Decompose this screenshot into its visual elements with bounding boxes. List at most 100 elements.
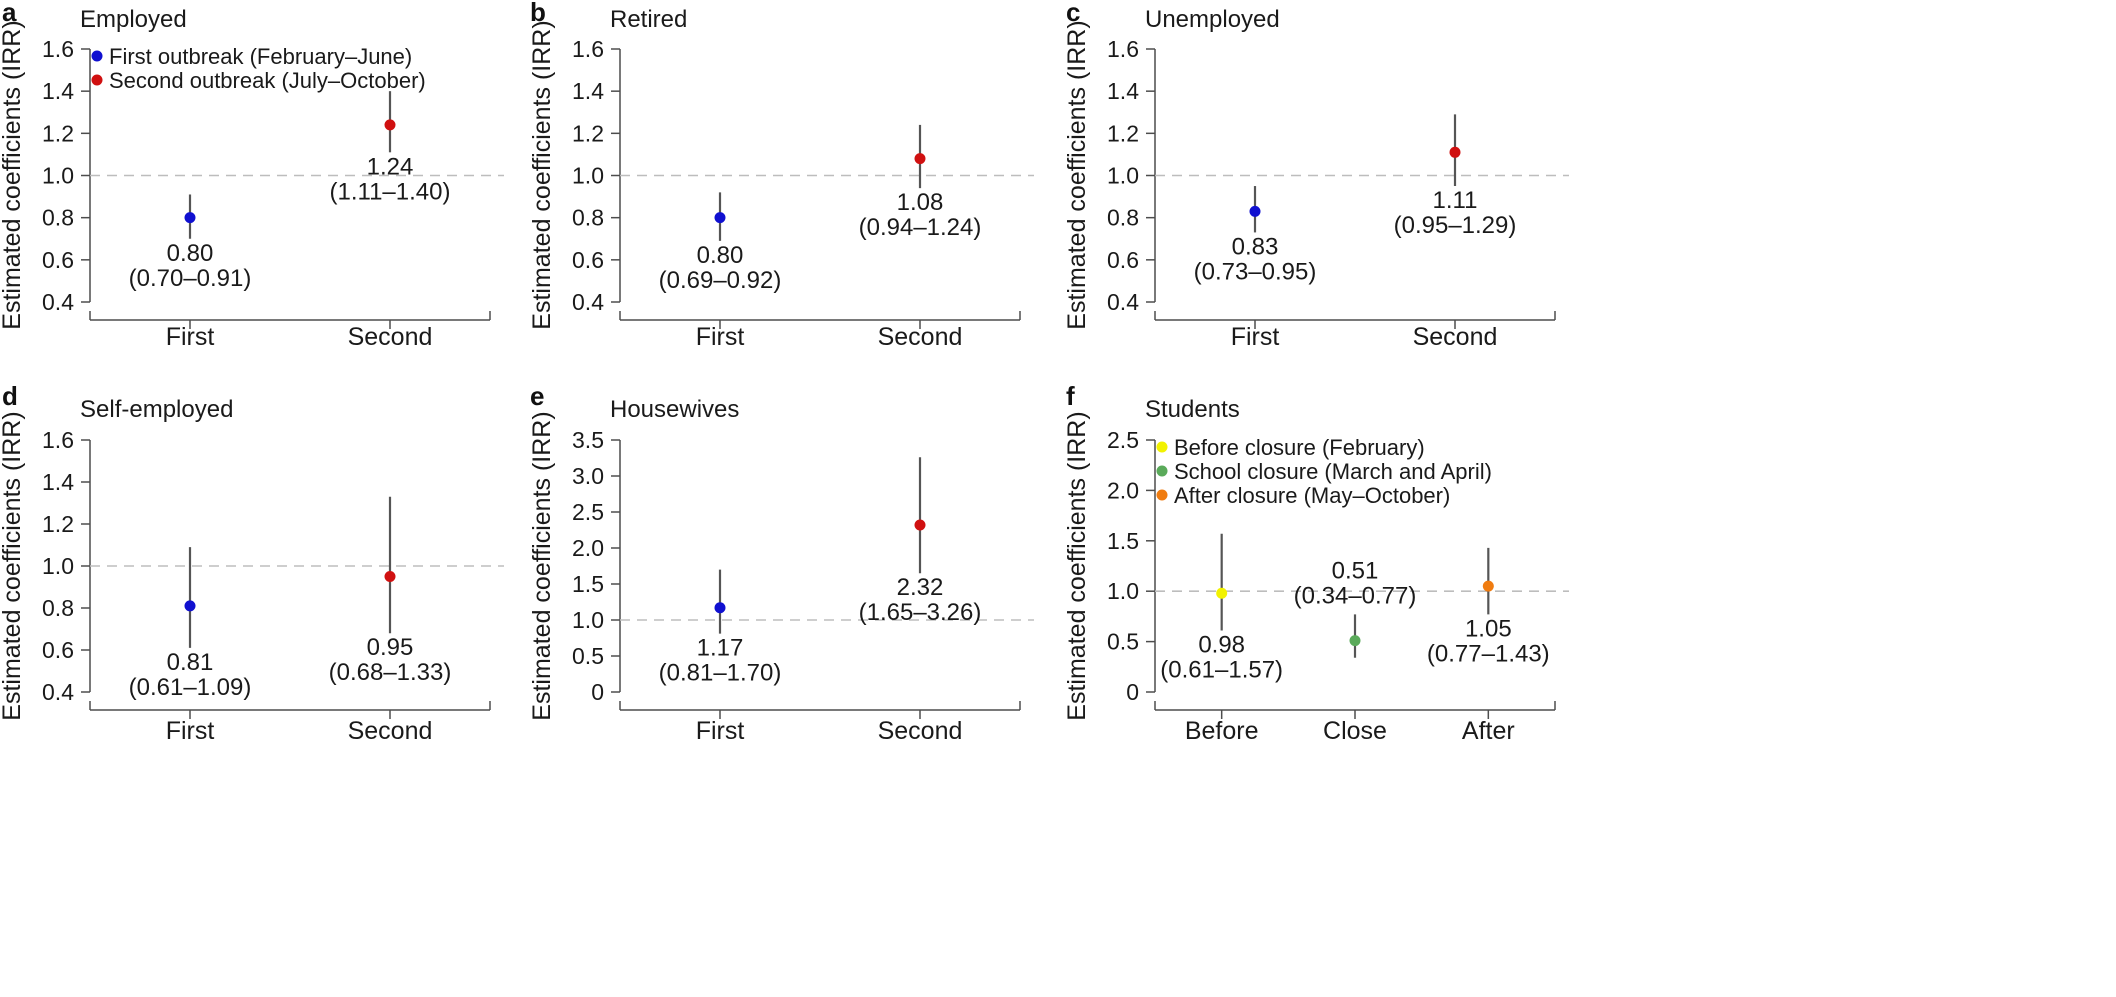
estimate-point (184, 600, 196, 612)
y-axis-label: Estimated coefficients (IRR) (528, 411, 556, 720)
panel-f: f Students Estimated coefficients (IRR) 0 0.… (1063, 381, 1569, 745)
estimate-point (1482, 580, 1494, 592)
y-tick-label: 0.4 (572, 289, 604, 315)
estimate-label: 0.80 (167, 240, 214, 267)
y-tick-label: 1.2 (42, 511, 74, 537)
y-tick-label: 1.6 (572, 36, 604, 62)
estimate-point (384, 571, 396, 582)
y-tick-label: 1.4 (572, 78, 604, 104)
y-tick-label: 1.0 (572, 607, 604, 633)
y-tick-label: 0.4 (1107, 289, 1139, 315)
panel-letter: b (530, 0, 546, 27)
x-tick-label: After (1462, 717, 1515, 745)
x-tick-label: First (166, 323, 215, 351)
ci-label: (0.69–0.92) (659, 267, 782, 294)
y-tick-label: 1.6 (42, 36, 74, 62)
y-tick-label: 0.8 (42, 595, 74, 621)
y-tick-label: 1.4 (42, 78, 74, 104)
y-tick-label: 2.0 (1107, 477, 1139, 503)
panel-letter: c (1066, 0, 1080, 27)
y-tick-label: 1.0 (572, 163, 604, 189)
panel-title: Self-employed (80, 396, 233, 423)
x-tick-label: Before (1185, 717, 1259, 745)
y-tick-label: 1.0 (1107, 163, 1139, 189)
estimate-label: 0.95 (367, 634, 414, 661)
x-tick-label: First (696, 323, 745, 351)
estimate-point (714, 212, 726, 224)
ci-label: (0.34–0.77) (1294, 582, 1417, 609)
estimate-label: 1.11 (1433, 187, 1478, 214)
panel-title: Retired (610, 6, 687, 33)
x-tick-label: Second (878, 717, 963, 745)
y-tick-label: 0.6 (42, 247, 74, 273)
x-tick-label: First (1231, 323, 1280, 351)
ci-label: (0.68–1.33) (329, 659, 452, 686)
y-tick-label: 2.0 (572, 535, 604, 561)
y-tick-label: 1.0 (42, 163, 74, 189)
y-tick-label: 2.5 (1107, 427, 1139, 453)
y-tick-label: 0.8 (1107, 205, 1139, 231)
ci-label: (0.73–0.95) (1194, 258, 1317, 285)
ci-label: (0.77–1.43) (1427, 640, 1550, 667)
panel-letter: e (530, 381, 544, 411)
ci-label: (0.95–1.29) (1394, 212, 1517, 239)
y-tick-label: 1.2 (1107, 120, 1139, 146)
ci-label: (0.61–1.57) (1160, 657, 1283, 684)
y-axis-label: Estimated coefficients (IRR) (1063, 20, 1091, 329)
y-tick-label: 0.8 (42, 205, 74, 231)
y-tick-label: 1.0 (1107, 578, 1139, 604)
x-tick-label: Second (1413, 323, 1498, 351)
y-tick-label: 3.5 (572, 427, 604, 453)
estimate-label: 0.80 (697, 242, 744, 269)
y-tick-label: 1.2 (42, 120, 74, 146)
y-axis-label: Estimated coefficients (IRR) (1063, 411, 1091, 720)
estimate-label: 0.83 (1232, 233, 1279, 260)
estimate-label: 1.05 (1465, 615, 1512, 642)
estimate-point (184, 212, 196, 224)
y-tick-label: 0.6 (1107, 247, 1139, 273)
ci-label: (0.81–1.70) (659, 660, 782, 687)
panel-c: c Unemployed Estimated coefficients (IRR) 0… (1063, 0, 1569, 351)
y-tick-label: 0.4 (42, 289, 74, 315)
estimate-label: 2.32 (897, 574, 944, 601)
x-tick-label: First (166, 717, 215, 745)
y-axis-label: Estimated coefficients (IRR) (0, 20, 26, 329)
legend-marker (1156, 465, 1168, 477)
y-axis-label: Estimated coefficients (IRR) (0, 411, 26, 720)
legend-label: School closure (March and April) (1174, 459, 1492, 484)
y-tick-label: 1.6 (1107, 36, 1139, 62)
ci-label: (0.94–1.24) (859, 214, 982, 241)
estimate-point (1349, 635, 1361, 647)
y-tick-label: 0.5 (572, 643, 604, 669)
panel-d: d Self-employed Estimated coefficients (IR… (0, 381, 504, 745)
y-tick-label: 1.4 (1107, 78, 1139, 104)
ci-label: (0.61–1.09) (129, 674, 252, 701)
y-tick-label: 3.0 (572, 463, 604, 489)
y-tick-label: 1.5 (1107, 528, 1139, 554)
y-tick-label: 1.2 (572, 120, 604, 146)
estimate-point (914, 519, 926, 531)
y-tick-label: 1.0 (42, 553, 74, 579)
panel-b: b Retired Estimated coefficients (IRR) 0.4 0… (528, 0, 1034, 351)
estimate-point (384, 119, 396, 131)
x-tick-label: Close (1323, 717, 1387, 745)
estimate-label: 0.51 (1332, 557, 1379, 584)
y-axis-label: Estimated coefficients (IRR) (528, 20, 556, 329)
estimate-point (1216, 587, 1228, 599)
estimate-label: 1.17 (697, 635, 744, 662)
y-tick-label: 2.5 (572, 499, 604, 525)
panel-title: Unemployed (1145, 6, 1280, 33)
ci-label: (1.65–3.26) (859, 599, 982, 626)
legend-label: After closure (May–October) (1174, 483, 1450, 508)
ci-label: (0.70–0.91) (129, 265, 252, 292)
panel-letter: d (2, 381, 18, 411)
y-tick-label: 0 (1126, 679, 1139, 705)
legend-marker (91, 74, 103, 86)
legend-label: Before closure (February) (1174, 435, 1425, 460)
estimate-point (714, 602, 726, 614)
panel-letter: f (1066, 381, 1075, 411)
estimate-label: 0.81 (167, 649, 214, 676)
panel-e: e Housewives Estimated coefficients (IRR) 0… (528, 381, 1034, 745)
estimate-point (1249, 205, 1261, 217)
